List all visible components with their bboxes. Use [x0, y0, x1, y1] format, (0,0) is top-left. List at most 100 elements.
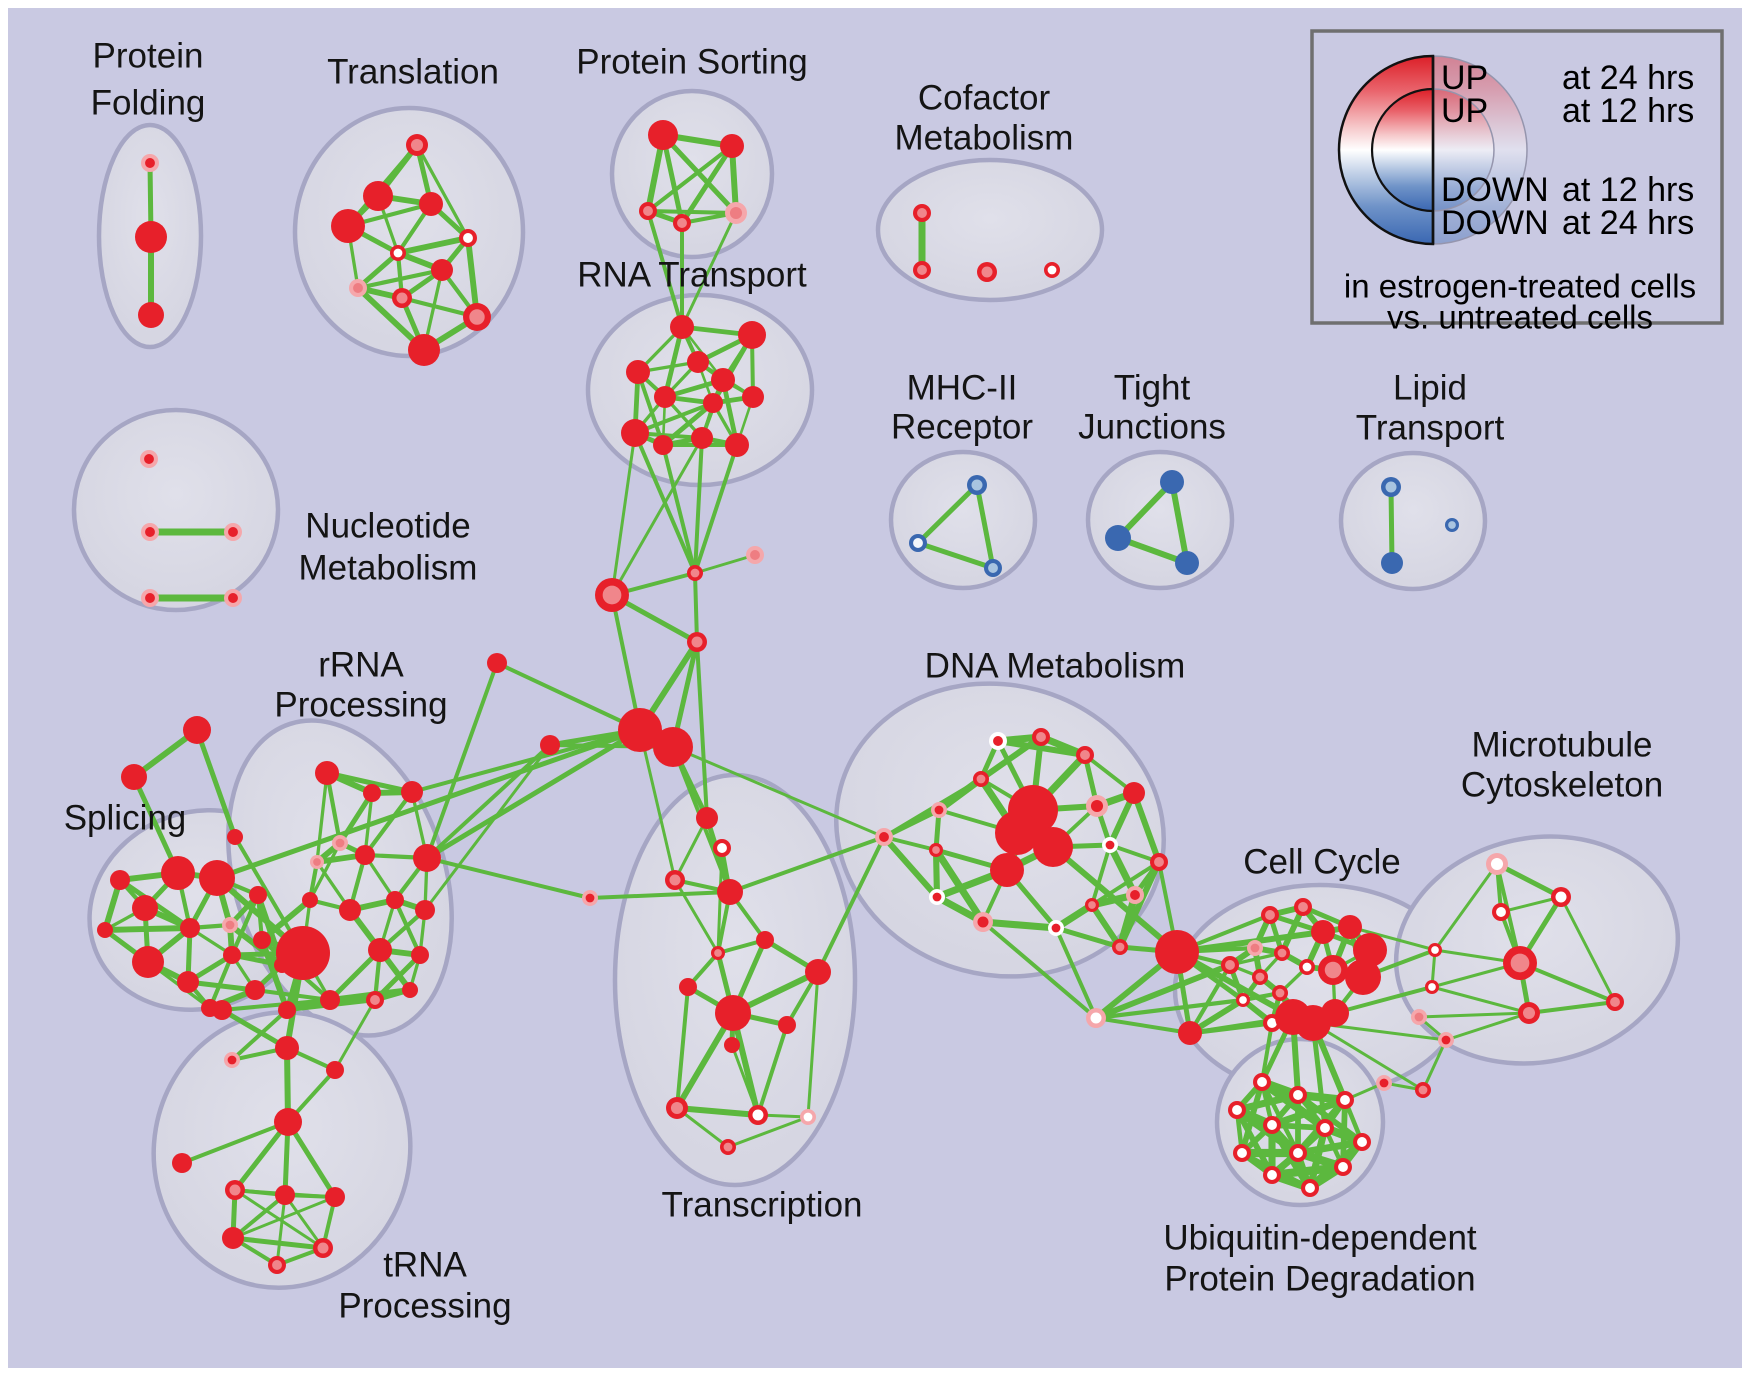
node-transcription [713, 839, 731, 857]
node-center [913, 538, 923, 548]
node-transcription [748, 1105, 768, 1125]
node-dna-metabolism [931, 802, 947, 818]
node-ring [368, 938, 392, 962]
cluster-label-protein-sorting: Protein Sorting [576, 42, 808, 81]
cluster-label-dna-metabolism: DNA Metabolism [925, 646, 1186, 685]
cluster-edge [1169, 479, 1190, 566]
node-center [225, 920, 235, 930]
node-translation [363, 181, 393, 211]
node-ubiquitin-degradation [1301, 1179, 1319, 1197]
cluster-edge [392, 897, 423, 958]
node-ring [326, 1061, 344, 1079]
node-center [1340, 1095, 1350, 1105]
node-center [317, 1242, 329, 1254]
legend-time: at 24 hrs [1562, 59, 1694, 97]
node-ubiquitin-degradation [1253, 1073, 1271, 1091]
node-translation [349, 279, 367, 297]
node-microtubule-cytoskeleton [1376, 1075, 1392, 1091]
node-cell-cycle [1247, 940, 1263, 956]
node-translation [392, 288, 412, 308]
cluster-label-microtubule-cytoskeleton: Microtubule [1472, 725, 1653, 764]
node-center [981, 266, 993, 278]
node-center [750, 550, 760, 560]
node-center [228, 527, 238, 537]
node-center [1130, 890, 1140, 900]
node-center [1154, 857, 1164, 867]
node-rrna-processing [413, 844, 441, 872]
node-dna-metabolism [1150, 853, 1168, 871]
node-center [228, 593, 238, 603]
node-ring [679, 978, 697, 996]
cluster-label-ubiquitin-degradation: Protein Degradation [1164, 1259, 1475, 1298]
node-dna-metabolism [1033, 827, 1073, 867]
node-ring [199, 860, 235, 896]
node-center [917, 265, 927, 275]
node-ring [1353, 933, 1387, 967]
node-ring [249, 886, 267, 904]
node-center [145, 527, 155, 537]
node-ring [711, 368, 735, 392]
node-ring [653, 727, 693, 767]
node-ring [1381, 552, 1403, 574]
cluster-edge [324, 770, 415, 795]
node-mhc-ii-receptor [967, 475, 987, 495]
node-translation [419, 192, 443, 216]
node-ring [703, 393, 723, 413]
cluster-edge [1090, 843, 1112, 907]
cluster-edge [1094, 1016, 1192, 1035]
node-cell-cycle [1261, 906, 1279, 924]
cluster-edge [232, 1119, 291, 1193]
node-ring [408, 334, 440, 366]
node-trna-processing [268, 1256, 286, 1274]
node-ring [1123, 782, 1145, 804]
inter-cluster-edge [1054, 926, 1098, 1020]
node-ring [621, 419, 649, 447]
node-microtubule-cytoskeleton [1486, 853, 1508, 875]
node-center [585, 893, 595, 903]
node-center [670, 1101, 684, 1115]
node-ring [172, 1153, 192, 1173]
node-center [144, 454, 154, 464]
node-center [932, 892, 942, 902]
node-center [1232, 1105, 1242, 1115]
node-ring [756, 931, 774, 949]
node-ring [626, 360, 650, 384]
node-ring [212, 1000, 232, 1020]
node-ring [1311, 920, 1335, 944]
node-center [393, 248, 403, 258]
legend: UP at 24 hrs UP at 12 hrs DOWN at 12 hrs DOWN a… [1310, 29, 1724, 336]
inter-cluster-edge [425, 661, 499, 860]
node-center [1305, 1183, 1315, 1193]
node-nucleotide-metabolism [141, 589, 159, 607]
node-rna-transport [670, 315, 694, 339]
node-ring [132, 946, 164, 978]
legend-box [1310, 29, 1724, 325]
node-protein-sorting [639, 202, 657, 220]
cluster-label-ubiquitin-degradation: Ubiquitin-dependent [1163, 1218, 1477, 1257]
node-ubiquitin-degradation [1233, 1144, 1251, 1162]
node-dna-metabolism [1126, 886, 1144, 904]
inter-cluster-edge [693, 436, 704, 575]
cluster-edge [1518, 961, 1617, 1004]
node-ring [1105, 525, 1131, 551]
node-ring [183, 716, 211, 744]
node-transcription [696, 807, 718, 829]
node-protein-folding [135, 221, 167, 253]
cluster-edge [1444, 1011, 1531, 1042]
cluster-label-microtubule-cytoskeleton: Cytoskeleton [1461, 765, 1663, 804]
cluster-edge [675, 985, 690, 1110]
node-microtubule-cytoskeleton [1425, 980, 1439, 994]
node-cell-cycle [1155, 930, 1199, 974]
node-dna-metabolism [1076, 746, 1094, 764]
cluster-edge [1187, 1020, 1275, 1036]
node-ring [540, 735, 560, 755]
legend-term: DOWN [1441, 171, 1549, 209]
cluster-edge [1527, 1000, 1617, 1015]
node-center [353, 283, 363, 293]
node-cell-cycle [1299, 959, 1315, 975]
node-ring [696, 807, 718, 829]
node-microtubule-cytoskeleton [1518, 1002, 1540, 1024]
cluster-ellipse-protein-sorting [609, 88, 775, 260]
node-center [335, 838, 345, 848]
cluster-edge [1187, 962, 1233, 1036]
